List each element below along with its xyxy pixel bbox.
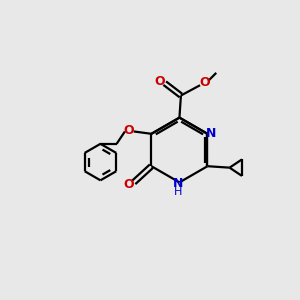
Text: O: O <box>124 124 134 137</box>
Text: H: H <box>174 187 182 197</box>
Text: O: O <box>199 76 210 89</box>
Text: O: O <box>123 178 134 191</box>
Text: O: O <box>154 75 165 88</box>
Text: N: N <box>206 127 216 140</box>
Text: N: N <box>173 177 183 190</box>
